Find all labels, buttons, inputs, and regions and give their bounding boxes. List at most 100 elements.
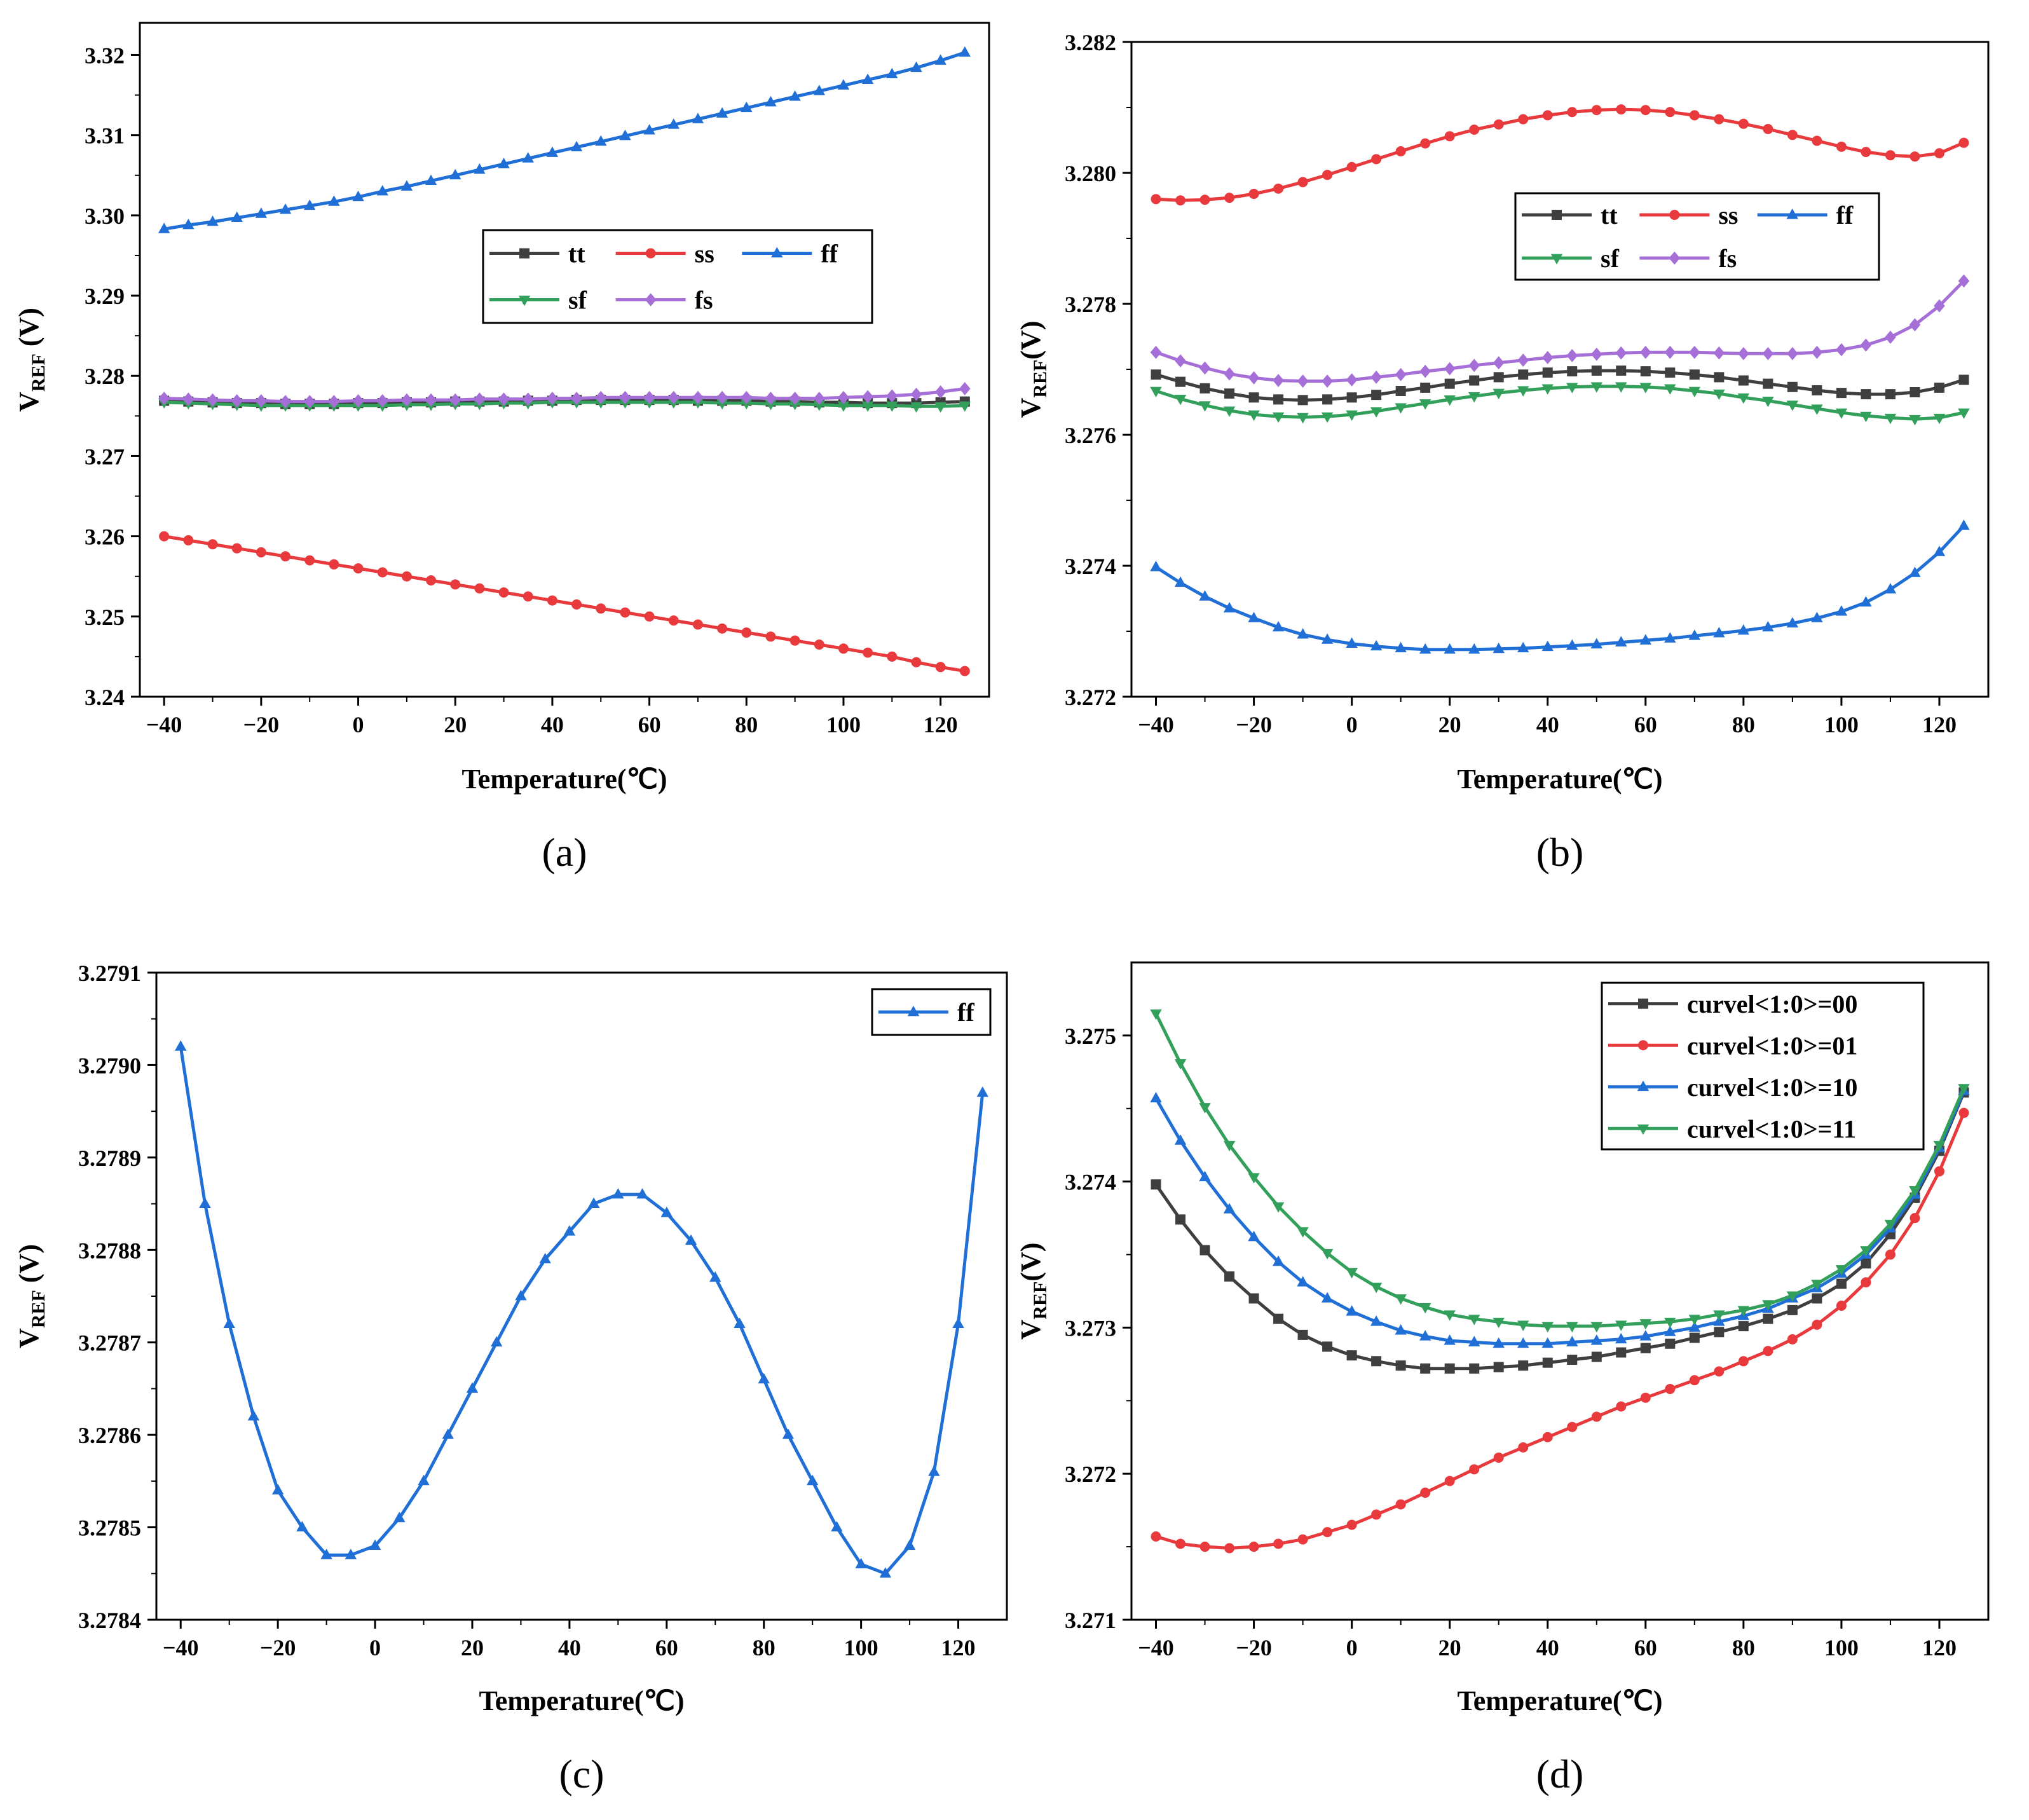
data-point [1395,1360,1406,1371]
data-point [570,140,583,151]
data-point [1150,1091,1162,1103]
data-point [207,539,218,550]
data-point [1566,348,1578,362]
data-point [1909,414,1921,426]
y-tick-label: 3.26 [85,524,125,550]
series-ff [158,46,971,233]
data-point [491,1336,503,1347]
data-point [1395,1324,1407,1335]
data-point [498,392,510,406]
x-tick-label: 20 [1438,1635,1461,1660]
data-point [1272,1202,1285,1213]
data-point [1272,412,1285,423]
data-point [1958,408,1970,419]
data-point [1199,590,1211,601]
data-point [911,657,922,667]
data-point [1541,351,1554,364]
x-tick-label: 120 [1922,1635,1957,1660]
legend-item-curvel<1:0>=10: curvel<1:0>=10 [1608,1073,1857,1102]
data-point [862,390,873,404]
data-point [716,399,728,410]
series-line [1156,107,1965,202]
data-point [1273,1538,1284,1549]
data-point [1714,1366,1725,1377]
data-point [1541,1337,1554,1348]
y-tick-label: 3.2791 [78,961,141,986]
data-point [1199,1542,1210,1552]
data-point [1787,346,1798,360]
data-point [959,382,971,395]
data-point [158,392,170,405]
x-tick-label: 60 [1634,712,1657,737]
data-point [1567,366,1578,377]
y-tick-label: 3.2788 [78,1238,141,1263]
data-point [734,1317,746,1329]
data-point [596,603,606,614]
legend-label: tt [1601,201,1618,229]
data-point [782,1428,795,1439]
data-point [279,203,292,214]
data-point [1738,1356,1749,1367]
data-point [861,73,874,84]
data-point [1174,1059,1187,1070]
y-tick-label: 3.28 [85,364,125,389]
data-point [304,395,315,409]
data-point [352,190,364,202]
data-point [765,392,777,405]
y-tick-label: 3.30 [85,203,125,229]
legend-swatch-marker [771,247,783,257]
data-point [1835,408,1848,419]
legend-swatch-marker [645,248,656,259]
data-point [1395,367,1407,381]
y-tick-label: 3.280 [1065,161,1116,186]
data-point [1861,389,1871,400]
y-tick-label: 3.274 [1065,1170,1116,1195]
data-point [1248,612,1260,622]
data-point [1836,343,1847,357]
data-point [587,1197,600,1208]
y-axis-label-main: V [13,392,44,412]
legend-item-sf: sf [1522,244,1620,273]
data-point [1639,634,1651,645]
data-point [1371,390,1382,400]
data-point [1836,141,1847,152]
y-axis-label-sub: REF [28,1290,49,1328]
data-point [304,555,315,566]
x-tick-label: 120 [1922,712,1957,737]
legend-label: fs [695,286,713,315]
legend: ff [871,988,992,1036]
data-point [1934,382,1944,393]
data-point [837,401,850,412]
data-point [1689,369,1700,380]
series-line [163,535,966,673]
data-point [1763,1313,1773,1324]
plot-frame [1130,961,1990,1621]
series-line [1154,1090,1965,1346]
data-point [1688,629,1701,640]
data-point [1248,1293,1259,1304]
data-point [1713,389,1725,400]
x-tick-label: 100 [826,712,861,737]
data-point [1395,1294,1407,1305]
data-point [1591,366,1602,376]
data-point [1885,389,1896,400]
data-point [1566,1336,1578,1346]
data-point [1885,1249,1896,1260]
data-point [1786,400,1799,411]
data-point [619,390,631,404]
legend-box [1601,982,1925,1151]
series-fs [158,382,971,409]
data-point [976,1086,988,1097]
x-tick-label: 60 [655,1635,678,1660]
data-point [1541,1322,1554,1333]
data-point [1763,123,1773,134]
data-point [1590,638,1602,648]
data-point [223,1317,235,1329]
series-line [163,51,966,231]
data-point [765,400,777,411]
data-point [158,222,170,233]
data-point [1444,1475,1455,1486]
panel-caption: (c) [559,1751,604,1796]
data-point [1590,1334,1602,1345]
x-axis-label: Temperature(℃) [1457,763,1662,795]
